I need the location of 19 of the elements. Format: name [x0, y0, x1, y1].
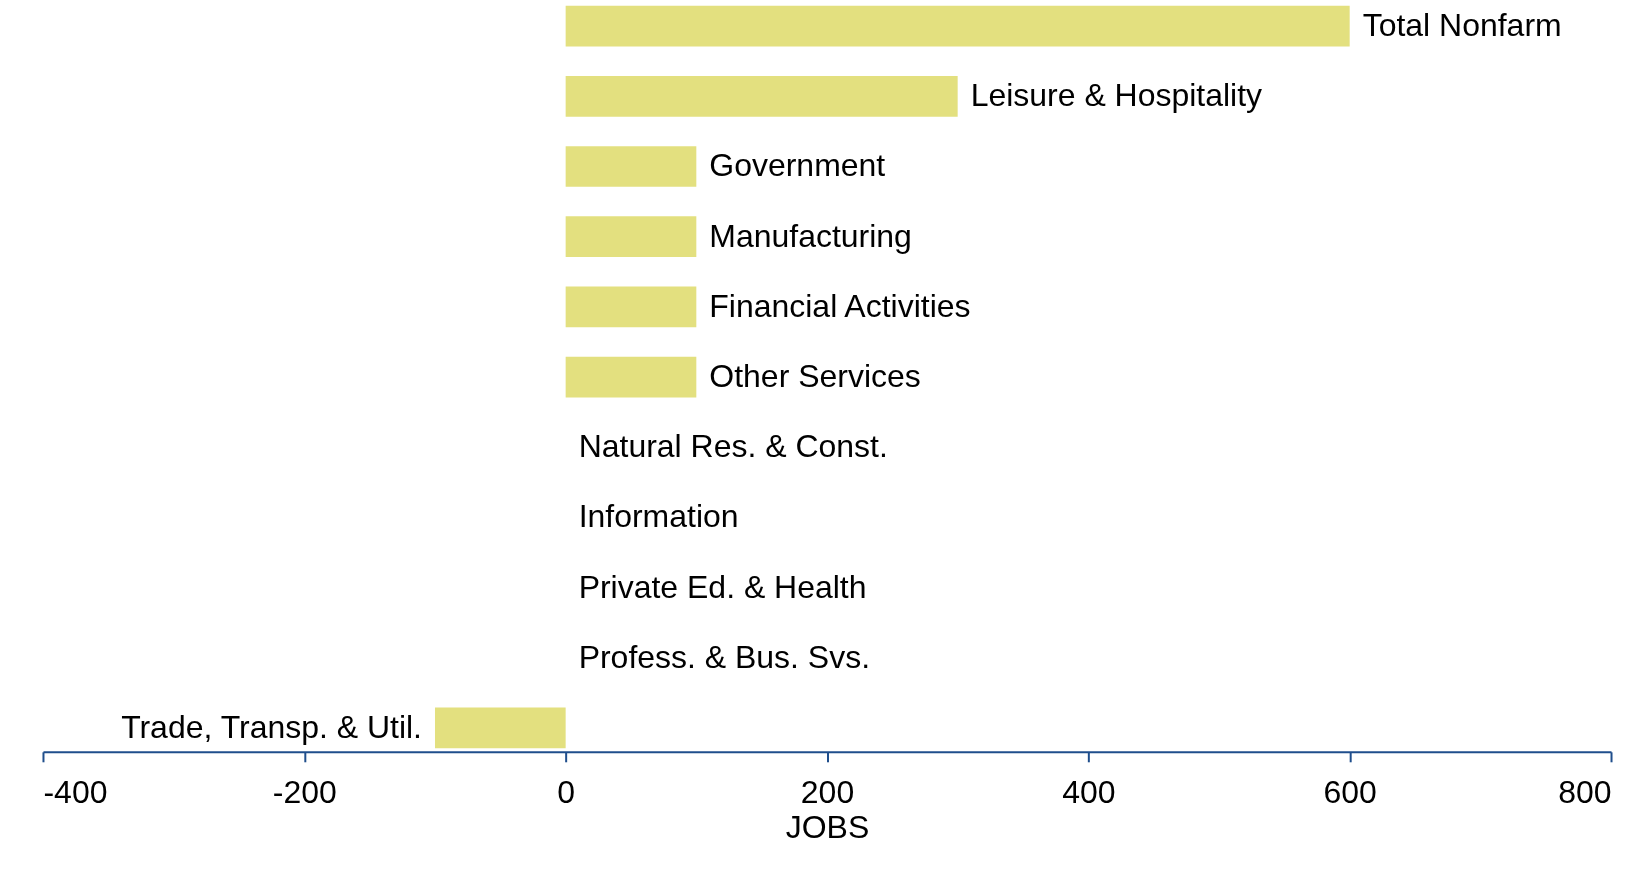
x-tick-label: 200: [800, 774, 855, 811]
x-tick-label: -400: [43, 774, 108, 811]
y-tick-label: Government: [709, 147, 886, 184]
x-tick-label: 800: [1558, 774, 1612, 811]
y-tick-label: Manufacturing: [709, 217, 912, 254]
x-axis-title: JOBS: [785, 809, 870, 846]
x-tick-label: 600: [1323, 774, 1377, 811]
y-tick-label: Other Services: [709, 358, 921, 395]
y-tick-label: Leisure & Hospitality: [970, 77, 1263, 114]
y-tick-label: Total Nonfarm: [1362, 7, 1562, 44]
x-tick-label: 400: [1062, 774, 1116, 811]
y-tick-label: Profess. & Bus. Svs.: [578, 638, 871, 675]
y-tick-label: Financial Activities: [709, 287, 971, 324]
x-tick-label: 0: [557, 774, 576, 811]
y-tick-label: Private Ed. & Health: [578, 568, 867, 605]
y-tick-label: Information: [578, 498, 739, 535]
y-tick-label: Trade, Transp. & Util.: [121, 708, 422, 745]
x-tick-label: -200: [272, 774, 337, 811]
y-tick-label: Natural Res. & Const.: [578, 428, 888, 465]
